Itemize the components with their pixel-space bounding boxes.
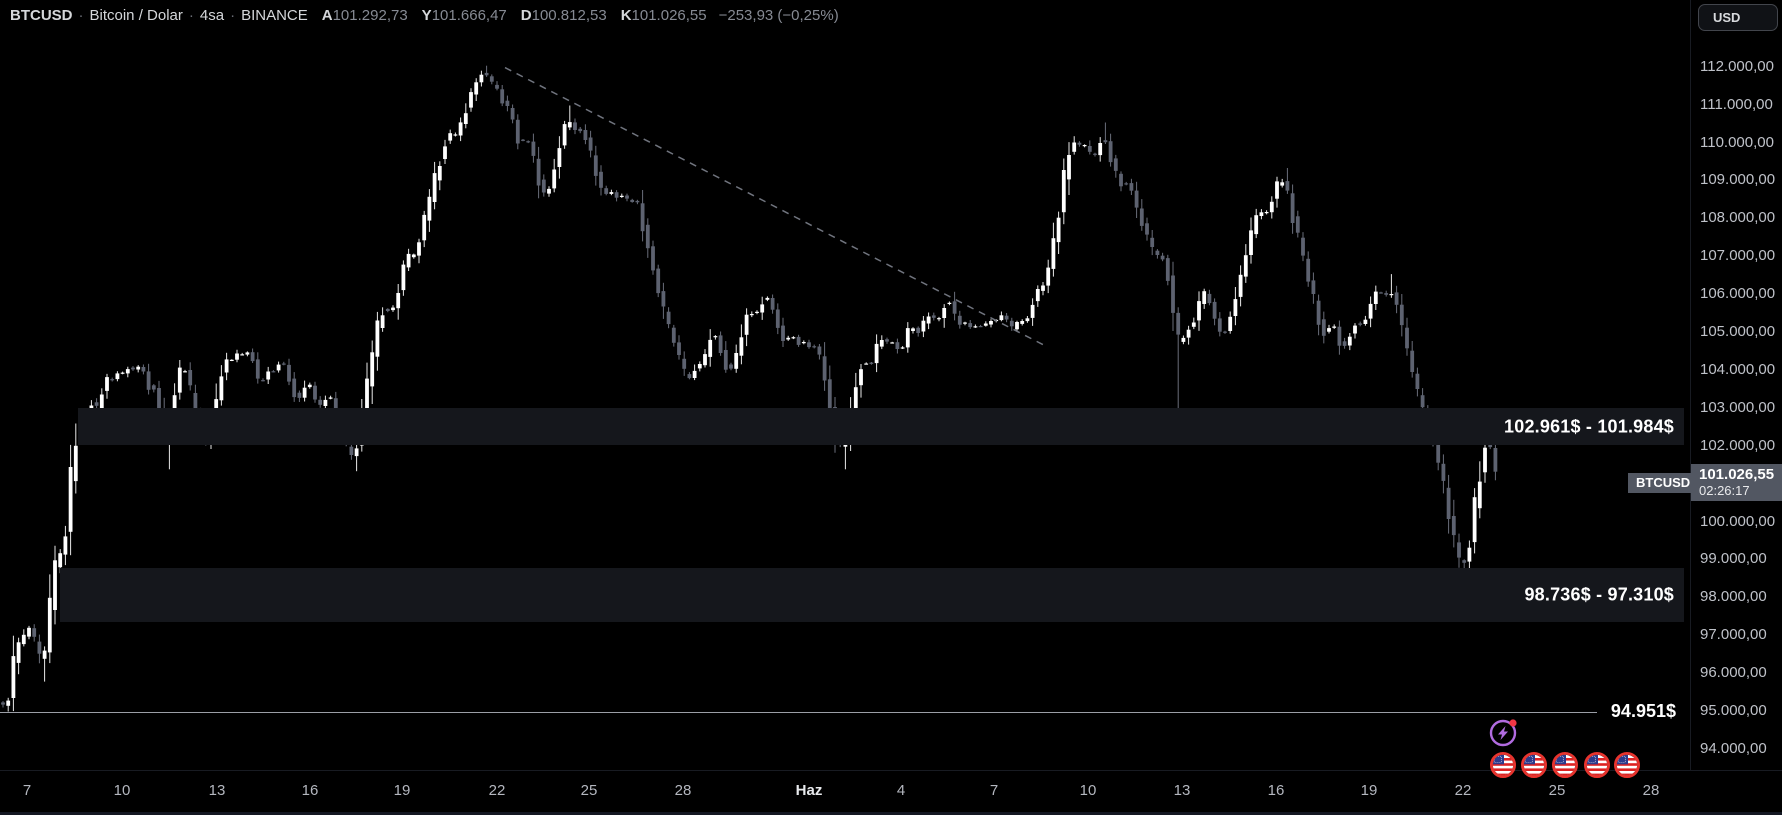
high-value: 101.666,47 <box>431 7 507 24</box>
price-tick-label: 97.000,00 <box>1700 626 1767 644</box>
time-tick-label: 4 <box>896 782 906 799</box>
symbol-axis-label: BTCUSD <box>1628 472 1699 493</box>
time-tick-label: 22 <box>488 782 506 799</box>
lightning-event-icon[interactable] <box>1489 719 1517 747</box>
separator-dot: · <box>188 7 194 24</box>
change-value: −253,93 (−0,25%) <box>718 7 839 24</box>
symbol-description[interactable]: Bitcoin / Dolar <box>89 7 183 24</box>
us-flag-event-icon[interactable] <box>1552 752 1579 779</box>
open-value: 101.292,73 <box>332 7 408 24</box>
price-level-label: 94.951$ <box>1610 700 1676 721</box>
time-tick-label: 25 <box>1548 782 1566 799</box>
time-tick-label: 16 <box>1267 782 1285 799</box>
time-axis[interactable]: 7 10 13 16 19 22 25 28 Haz 4 7 10 13 16 19 22 25 28 <box>0 770 1782 815</box>
separator-dot: · <box>230 7 236 24</box>
price-tick-label: 110.000,00 <box>1700 133 1774 151</box>
price-tick-label: 104.000,00 <box>1700 360 1776 378</box>
price-tick-label: 95.000,00 <box>1700 702 1767 719</box>
price-level-line[interactable] <box>0 711 1597 713</box>
time-tick-label: 16 <box>301 782 319 799</box>
price-tick-label: 108.000,00 <box>1700 209 1776 227</box>
price-tick-label: 109.000,00 <box>1700 171 1776 189</box>
price-tick-label: 107.000,00 <box>1700 247 1776 265</box>
supply-zone-label: 102.961$ - 101.984$ <box>1504 416 1674 437</box>
time-tick-label: 10 <box>113 782 131 799</box>
bottom-strip <box>0 812 1782 815</box>
close-letter: K <box>620 7 632 24</box>
price-tick-label: 102.000,00 <box>1700 436 1776 454</box>
time-tick-label: 13 <box>1173 782 1191 799</box>
price-tick-label: 105.000,00 <box>1700 323 1776 340</box>
candlestick-chart[interactable] <box>0 0 1690 770</box>
exchange-name[interactable]: BINANCE <box>241 7 308 24</box>
time-tick-label: 10 <box>1079 782 1097 799</box>
low-value: 100.812,53 <box>531 7 607 24</box>
time-tick-label: 28 <box>674 782 692 799</box>
timeframe[interactable]: 4sa <box>199 7 225 24</box>
price-tick-label: 96.000,00 <box>1700 664 1767 682</box>
us-flag-event-icon[interactable] <box>1583 752 1610 779</box>
time-tick-label: 25 <box>580 782 598 799</box>
time-tick-label: 19 <box>393 782 411 799</box>
time-tick-label: 13 <box>208 782 226 799</box>
time-tick-label: 7 <box>989 782 999 799</box>
price-tick-label: 103.000,00 <box>1700 398 1776 416</box>
price-tick-label: 94.000,00 <box>1700 739 1767 757</box>
last-price-value: 101.026,55 <box>1699 465 1775 483</box>
open-letter: A <box>321 7 333 24</box>
us-flag-event-icon[interactable] <box>1490 752 1517 779</box>
time-tick-label: Haz <box>795 782 823 799</box>
supply-zone[interactable]: 102.961$ - 101.984$ <box>78 408 1684 446</box>
price-tick-label: 98.000,00 <box>1700 588 1767 606</box>
us-flag-event-icon[interactable] <box>1613 752 1640 779</box>
price-tick-label: 106.000,00 <box>1700 285 1776 303</box>
price-tick-label: 100.000,00 <box>1700 512 1776 530</box>
price-tick-label: 112.000,00 <box>1700 57 1774 75</box>
price-tick-label: 99.000,00 <box>1700 550 1767 568</box>
event-icons-group <box>1489 719 1640 779</box>
price-tick-label: 111.000,00 <box>1700 95 1773 113</box>
demand-zone[interactable]: 98.736$ - 97.310$ <box>60 568 1684 623</box>
high-letter: Y <box>421 7 432 24</box>
separator-dot: · <box>78 7 84 24</box>
price-axis[interactable]: 112.000,00 111.000,00 110.000,00 109.000,00… <box>1691 0 1782 770</box>
usd-button[interactable]: USD <box>1698 4 1778 31</box>
time-tick-label: 7 <box>22 782 32 799</box>
last-price-label: 101.026,55 02:26:17 <box>1691 463 1782 501</box>
trendline <box>504 66 1047 347</box>
symbol-name[interactable]: BTCUSD <box>10 7 73 24</box>
chart-pane[interactable]: 102.961$ - 101.984$ 98.736$ - 97.310$ 94… <box>0 0 1691 779</box>
time-tick-label: 19 <box>1360 782 1378 799</box>
close-value: 101.026,55 <box>631 7 707 24</box>
symbol-header: BTCUSD · Bitcoin / Dolar · 4sa · BINANCE A101.2… <box>10 7 839 24</box>
demand-zone-label: 98.736$ - 97.310$ <box>1524 584 1674 605</box>
low-letter: D <box>520 7 532 24</box>
time-tick-label: 28 <box>1642 782 1660 799</box>
time-tick-label: 22 <box>1454 782 1472 799</box>
us-flag-event-icon[interactable] <box>1521 752 1548 779</box>
bar-countdown: 02:26:17 <box>1699 482 1750 498</box>
